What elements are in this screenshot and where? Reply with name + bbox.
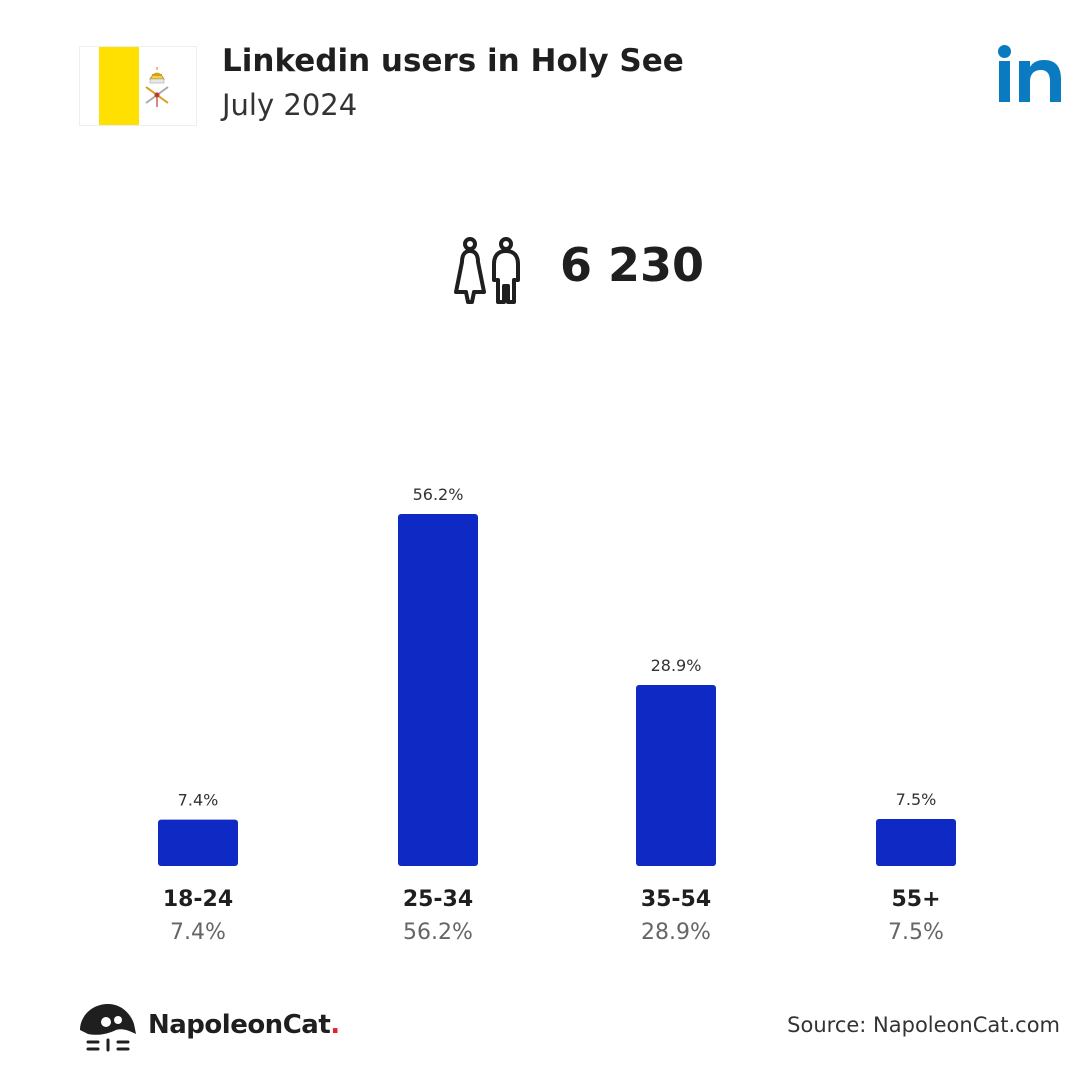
category-label: 35-54 xyxy=(641,887,711,912)
category-label: 18-24 xyxy=(163,887,233,912)
page-title: Linkedin users in Holy See xyxy=(222,43,684,79)
category-percent-label: 7.4% xyxy=(170,920,226,945)
category-percent-label: 56.2% xyxy=(403,920,473,945)
page-subtitle: July 2024 xyxy=(222,88,358,122)
bar-18-24 xyxy=(158,819,238,866)
bar-35-54 xyxy=(636,684,716,866)
age-bar-chart: 7.4% 18-24 7.4% 56.2% 25-34 56.2% 28.9% 35-54 28… xyxy=(158,485,956,945)
bar-25-34 xyxy=(398,514,478,866)
category-percent-label: 28.9% xyxy=(641,920,711,945)
holy-see-flag-icon xyxy=(79,46,197,126)
category-percent-label: 7.5% xyxy=(888,920,944,945)
users-icon xyxy=(454,237,520,304)
bar-value-label: 7.5% xyxy=(896,790,937,809)
brand-name: NapoleonCat. xyxy=(148,1010,340,1040)
bar-55+ xyxy=(876,819,956,866)
category-label: 25-34 xyxy=(403,887,473,912)
bar-value-label: 56.2% xyxy=(413,485,464,504)
linkedin-logo-icon xyxy=(998,45,1061,102)
category-label: 55+ xyxy=(891,887,940,912)
source-text: Source: NapoleonCat.com xyxy=(787,1013,1060,1037)
bar-value-label: 28.9% xyxy=(651,656,702,675)
total-users-value: 6 230 xyxy=(560,238,705,292)
bar-value-label: 7.4% xyxy=(178,791,219,810)
napoleoncat-logo-icon xyxy=(80,1004,136,1052)
